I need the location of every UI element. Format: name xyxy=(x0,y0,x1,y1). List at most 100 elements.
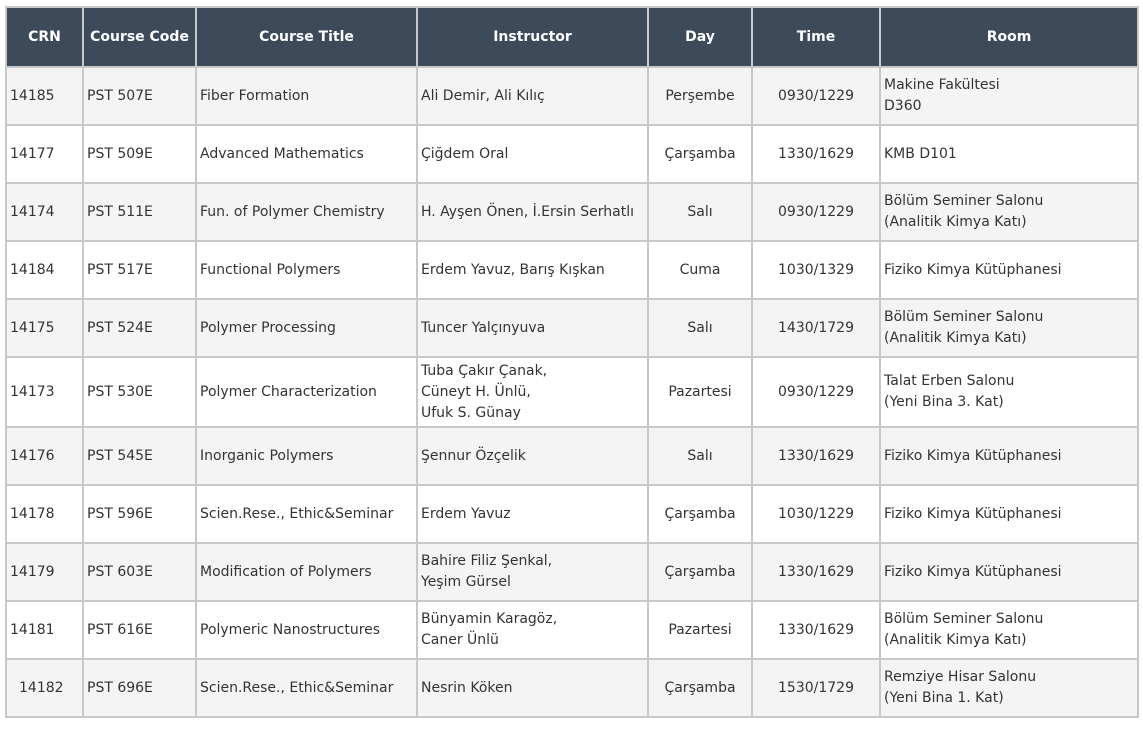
cell-instructor-line: Ali Demir, Ali Kılıç xyxy=(421,87,545,104)
header-row: CRN Course Code Course Title Instructor … xyxy=(5,6,1139,68)
table-body: 14185 PST 507E Fiber Formation Ali Demir, A… xyxy=(5,66,1139,718)
cell-course-title: Scien.Rese., Ethic&Seminar xyxy=(195,484,418,544)
cell-instructor-line: Nesrin Köken xyxy=(421,679,513,696)
cell-instructor: Şennur Özçelik xyxy=(416,426,649,486)
cell-time: 1330/1629 xyxy=(751,542,881,602)
course-schedule-table: CRN Course Code Course Title Instructor … xyxy=(5,6,1139,718)
table-row: 14173 PST 530E Polymer Characterization Tub… xyxy=(5,356,1139,428)
cell-room: Bölüm Seminer Salonu (Analitik Kimya Katı… xyxy=(879,298,1139,358)
cell-time: 1530/1729 xyxy=(751,658,881,718)
cell-room: Bölüm Seminer Salonu (Analitik Kimya Katı… xyxy=(879,182,1139,242)
cell-day: Çarşamba xyxy=(647,124,753,184)
schedule-table-container: CRN Course Code Course Title Instructor … xyxy=(5,6,1139,718)
cell-instructor-line: Erdem Yavuz, Barış Kışkan xyxy=(421,261,605,278)
cell-course-code: PST 517E xyxy=(82,240,197,300)
cell-instructor: Nesrin Köken xyxy=(416,658,649,718)
cell-time: 1030/1329 xyxy=(751,240,881,300)
cell-day: Pazartesi xyxy=(647,600,753,660)
cell-room: Remziye Hisar Salonu (Yeni Bina 1. Kat) xyxy=(879,658,1139,718)
cell-room-line: Fiziko Kimya Kütüphanesi xyxy=(884,505,1062,522)
cell-instructor-line: Yeşim Gürsel xyxy=(421,574,511,590)
cell-day: Salı xyxy=(647,298,753,358)
cell-instructor-line: Caner Ünlü xyxy=(421,632,499,648)
cell-course-title: Fiber Formation xyxy=(195,66,418,126)
cell-instructor: Erdem Yavuz xyxy=(416,484,649,544)
cell-day: Cuma xyxy=(647,240,753,300)
cell-day: Salı xyxy=(647,426,753,486)
cell-instructor-line: Tuba Çakır Çanak, xyxy=(421,362,548,379)
cell-instructor: Tuba Çakır Çanak, Cüneyt H. Ünlü, Ufuk S. … xyxy=(416,356,649,428)
table-row: 14178 PST 596E Scien.Rese., Ethic&Seminar E… xyxy=(5,484,1139,544)
header-time: Time xyxy=(751,6,881,68)
table-row: 14176 PST 545E Inorganic Polymers Şennur Öz… xyxy=(5,426,1139,486)
cell-room-line: Makine Fakültesi xyxy=(884,77,1000,93)
cell-course-code: PST 511E xyxy=(82,182,197,242)
cell-instructor-line: Çiğdem Oral xyxy=(421,145,509,162)
cell-day: Pazartesi xyxy=(647,356,753,428)
header-day: Day xyxy=(647,6,753,68)
cell-course-code: PST 596E xyxy=(82,484,197,544)
cell-course-code: PST 507E xyxy=(82,66,197,126)
cell-instructor: Çiğdem Oral xyxy=(416,124,649,184)
cell-course-title: Polymer Characterization xyxy=(195,356,418,428)
cell-crn: 14175 xyxy=(5,298,84,358)
cell-room-line: (Analitik Kimya Katı) xyxy=(884,214,1027,230)
cell-time: 0930/1229 xyxy=(751,356,881,428)
cell-crn: 14173 xyxy=(5,356,84,428)
header-room: Room xyxy=(879,6,1139,68)
cell-room-line: Fiziko Kimya Kütüphanesi xyxy=(884,563,1062,580)
cell-room: KMB D101 xyxy=(879,124,1139,184)
cell-room: Fiziko Kimya Kütüphanesi xyxy=(879,542,1139,602)
cell-course-title: Modification of Polymers xyxy=(195,542,418,602)
cell-instructor-line: Bünyamin Karagöz, xyxy=(421,611,558,627)
table-row: 14185 PST 507E Fiber Formation Ali Demir, A… xyxy=(5,66,1139,126)
cell-instructor-line: H. Ayşen Önen, İ.Ersin Serhatlı xyxy=(421,203,635,220)
cell-course-title: Inorganic Polymers xyxy=(195,426,418,486)
cell-room-line: (Yeni Bina 3. Kat) xyxy=(884,394,1004,410)
cell-course-code: PST 616E xyxy=(82,600,197,660)
table-row: 14182 PST 696E Scien.Rese., Ethic&Seminar N… xyxy=(5,658,1139,718)
header-course-title: Course Title xyxy=(195,6,418,68)
cell-crn: 14179 xyxy=(5,542,84,602)
header-instructor: Instructor xyxy=(416,6,649,68)
cell-room-line: Fiziko Kimya Kütüphanesi xyxy=(884,447,1062,464)
cell-instructor-line: Cüneyt H. Ünlü, xyxy=(421,383,531,400)
cell-instructor: H. Ayşen Önen, İ.Ersin Serhatlı xyxy=(416,182,649,242)
table-row: 14181 PST 616E Polymeric Nanostructures Bün… xyxy=(5,600,1139,660)
cell-room-line: KMB D101 xyxy=(884,145,957,162)
cell-course-code: PST 696E xyxy=(82,658,197,718)
cell-room-line: Bölüm Seminer Salonu xyxy=(884,193,1044,209)
cell-crn: 14181 xyxy=(5,600,84,660)
table-row: 14179 PST 603E Modification of Polymers Bah… xyxy=(5,542,1139,602)
cell-instructor-line: Tuncer Yalçınyuva xyxy=(421,319,546,336)
cell-room-line: Talat Erben Salonu xyxy=(884,373,1015,389)
cell-room-line: Remziye Hisar Salonu xyxy=(884,669,1037,685)
cell-room: Fiziko Kimya Kütüphanesi xyxy=(879,484,1139,544)
cell-day: Çarşamba xyxy=(647,542,753,602)
cell-room: Bölüm Seminer Salonu (Analitik Kimya Katı… xyxy=(879,600,1139,660)
cell-course-title: Fun. of Polymer Chemistry xyxy=(195,182,418,242)
cell-time: 1330/1629 xyxy=(751,124,881,184)
cell-room: Talat Erben Salonu (Yeni Bina 3. Kat) xyxy=(879,356,1139,428)
cell-room-line: Fiziko Kimya Kütüphanesi xyxy=(884,261,1062,278)
cell-instructor: Erdem Yavuz, Barış Kışkan xyxy=(416,240,649,300)
header-course-code: Course Code xyxy=(82,6,197,68)
cell-course-code: PST 509E xyxy=(82,124,197,184)
cell-room-line: D360 xyxy=(884,98,922,114)
cell-crn: 14176 xyxy=(5,426,84,486)
cell-time: 1330/1629 xyxy=(751,600,881,660)
cell-room: Fiziko Kimya Kütüphanesi xyxy=(879,426,1139,486)
cell-room-line: (Yeni Bina 1. Kat) xyxy=(884,690,1004,706)
table-row: 14184 PST 517E Functional Polymers Erdem Ya… xyxy=(5,240,1139,300)
cell-course-title: Polymeric Nanostructures xyxy=(195,600,418,660)
cell-crn: 14177 xyxy=(5,124,84,184)
cell-instructor-line: Şennur Özçelik xyxy=(421,447,526,464)
cell-course-title: Functional Polymers xyxy=(195,240,418,300)
cell-instructor-line: Erdem Yavuz xyxy=(421,505,511,522)
cell-crn: 14174 xyxy=(5,182,84,242)
cell-room-line: (Analitik Kimya Katı) xyxy=(884,330,1027,346)
cell-time: 1030/1229 xyxy=(751,484,881,544)
cell-instructor-line: Ufuk S. Günay xyxy=(421,404,521,421)
cell-time: 0930/1229 xyxy=(751,66,881,126)
cell-day: Salı xyxy=(647,182,753,242)
